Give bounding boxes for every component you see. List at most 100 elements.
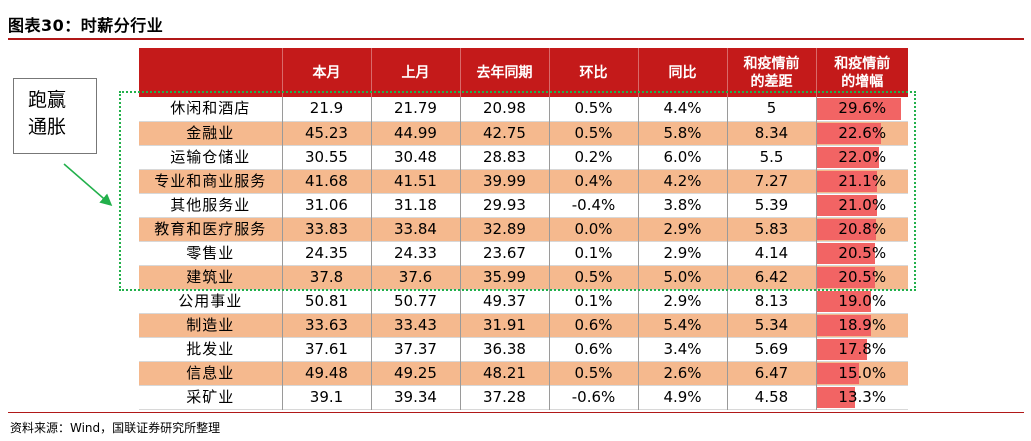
value-cell: 37.6 — [371, 265, 461, 289]
industry-cell: 休闲和酒店 — [139, 97, 283, 121]
value-cell: 4.14 — [727, 241, 817, 265]
table-row: 采矿业 39.1 39.34 37.28 -0.6% 4.9% 4.58 13.3% — [139, 385, 908, 409]
value-cell: 21.79 — [371, 97, 461, 121]
growth-bar — [816, 218, 876, 240]
value-cell: 20.98 — [460, 97, 550, 121]
growth-label: 21.1% — [838, 171, 887, 190]
growth-bar — [816, 122, 882, 144]
source-note: 资料来源：Wind，国联证券研究所整理 — [10, 421, 221, 435]
value-cell: 0.6% — [549, 313, 639, 337]
callout-line-1: 跑赢 — [28, 89, 67, 111]
value-cell: 5.4% — [638, 313, 728, 337]
column-header: 和疫情前 的增幅 — [816, 48, 908, 97]
value-cell: 7.27 — [727, 169, 817, 193]
table-row: 零售业 24.35 24.33 23.67 0.1% 2.9% 4.14 20.5% — [139, 241, 908, 265]
value-cell: -0.6% — [549, 385, 639, 409]
value-cell: 3.8% — [638, 193, 728, 217]
growth-cell: 17.8% — [816, 337, 908, 361]
header-line: 的增幅 — [841, 73, 884, 90]
industry-cell: 专业和商业服务 — [139, 169, 283, 193]
growth-cell: 22.0% — [816, 145, 908, 169]
value-cell: 5.83 — [727, 217, 817, 241]
value-cell: 33.83 — [282, 217, 372, 241]
growth-cell: 15.0% — [816, 361, 908, 385]
industry-cell: 信息业 — [139, 361, 283, 385]
table-row: 制造业 33.63 33.43 31.91 0.6% 5.4% 5.34 18.9% — [139, 313, 908, 337]
value-cell: 0.5% — [549, 265, 639, 289]
value-cell: 5 — [727, 97, 817, 121]
growth-label: 17.8% — [838, 339, 887, 358]
value-cell: 35.99 — [460, 265, 550, 289]
value-cell: 3.4% — [638, 337, 728, 361]
value-cell: 0.4% — [549, 169, 639, 193]
value-cell: 41.68 — [282, 169, 372, 193]
industry-cell: 建筑业 — [139, 265, 283, 289]
growth-label: 20.8% — [838, 219, 887, 238]
growth-cell: 18.9% — [816, 313, 908, 337]
growth-label: 19.0% — [838, 291, 887, 310]
value-cell: 33.84 — [371, 217, 461, 241]
growth-bar — [816, 362, 860, 384]
value-cell: 33.43 — [371, 313, 461, 337]
value-cell: 42.75 — [460, 121, 550, 145]
value-cell: 49.37 — [460, 289, 550, 313]
growth-bar — [816, 314, 871, 336]
growth-bar — [816, 98, 902, 120]
value-cell: 48.21 — [460, 361, 550, 385]
table-row: 建筑业 37.8 37.6 35.99 0.5% 5.0% 6.42 20.5% — [139, 265, 908, 289]
growth-bar — [816, 290, 871, 312]
figure-title: 图表30：时薪分行业 — [8, 16, 164, 35]
column-header: 上月 — [371, 48, 461, 97]
value-cell: 23.67 — [460, 241, 550, 265]
growth-label: 22.6% — [838, 123, 887, 142]
value-cell: 0.5% — [549, 121, 639, 145]
value-cell: 39.1 — [282, 385, 372, 409]
value-cell: 8.13 — [727, 289, 817, 313]
value-cell: 45.23 — [282, 121, 372, 145]
value-cell: 49.48 — [282, 361, 372, 385]
growth-cell: 21.0% — [816, 193, 908, 217]
value-cell: 31.06 — [282, 193, 372, 217]
value-cell: 24.35 — [282, 241, 372, 265]
industry-cell: 制造业 — [139, 313, 283, 337]
value-cell: 29.93 — [460, 193, 550, 217]
growth-label: 15.0% — [838, 363, 887, 382]
growth-label: 13.3% — [838, 387, 887, 406]
value-cell: 0.5% — [549, 361, 639, 385]
value-cell: 6.47 — [727, 361, 817, 385]
outperform-inflation-callout: 跑赢 通胀 — [13, 78, 97, 154]
value-cell: 44.99 — [371, 121, 461, 145]
growth-bar — [816, 146, 880, 168]
growth-label: 22.0% — [838, 147, 887, 166]
value-cell: 4.9% — [638, 385, 728, 409]
value-cell: 5.34 — [727, 313, 817, 337]
growth-cell: 21.1% — [816, 169, 908, 193]
column-header: 环比 — [549, 48, 639, 97]
value-cell: 5.5 — [727, 145, 817, 169]
table-row: 其他服务业 31.06 31.18 29.93 -0.4% 3.8% 5.39 21.0% — [139, 193, 908, 217]
growth-bar — [816, 266, 876, 288]
industry-cell: 其他服务业 — [139, 193, 283, 217]
value-cell: 39.34 — [371, 385, 461, 409]
value-cell: 2.6% — [638, 361, 728, 385]
title-rule — [8, 38, 1024, 40]
source-rule — [8, 412, 1024, 413]
table-row: 运输仓储业 30.55 30.48 28.83 0.2% 6.0% 5.5 22.0% — [139, 145, 908, 169]
value-cell: -0.4% — [549, 193, 639, 217]
value-cell: 0.6% — [549, 337, 639, 361]
column-header: 同比 — [638, 48, 728, 97]
table-row: 教育和医疗服务 33.83 33.84 32.89 0.0% 2.9% 5.83 20.8% — [139, 217, 908, 241]
value-cell: 5.0% — [638, 265, 728, 289]
growth-bar — [816, 338, 868, 360]
value-cell: 5.39 — [727, 193, 817, 217]
growth-cell: 22.6% — [816, 121, 908, 145]
value-cell: 37.61 — [282, 337, 372, 361]
industry-cell: 公用事业 — [139, 289, 283, 313]
callout-line-2: 通胀 — [28, 116, 67, 138]
value-cell: 0.1% — [549, 289, 639, 313]
value-cell: 0.0% — [549, 217, 639, 241]
value-cell: 2.9% — [638, 241, 728, 265]
value-cell: 36.38 — [460, 337, 550, 361]
header-line: 和疫情前 — [834, 55, 891, 72]
callout-arrow-icon — [63, 163, 113, 206]
